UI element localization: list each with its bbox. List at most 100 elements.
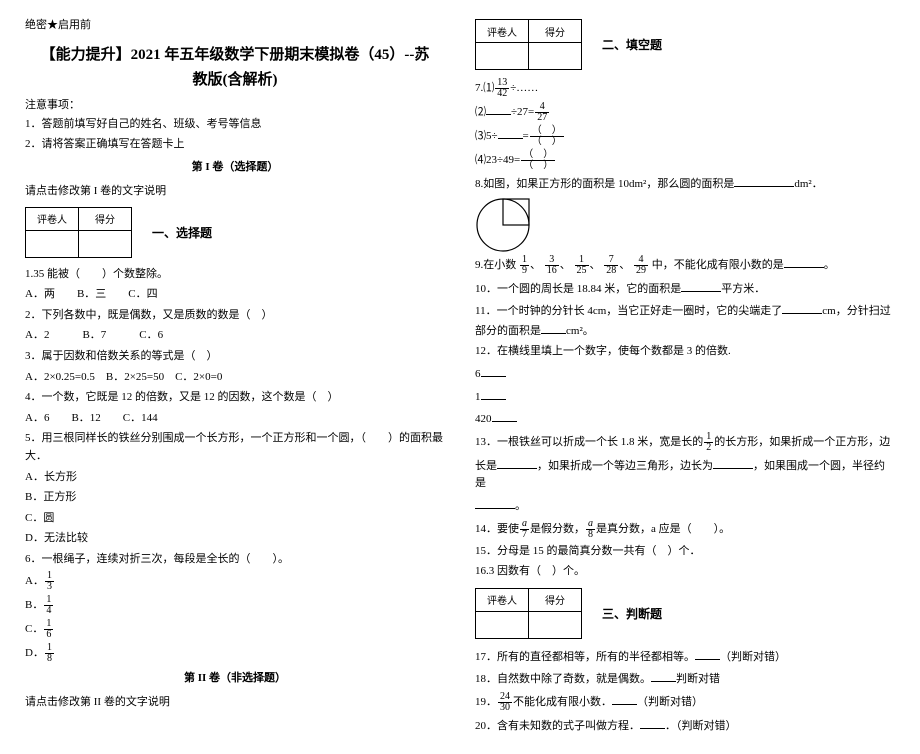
q17-text: 17．所有的直径都相等，所有的半径都相等。 [475,651,695,663]
q7b-text: ÷27= [511,106,534,118]
score-row-3: 评卷人得分 三、判断题 [475,584,895,643]
blank [681,279,721,292]
q18-text: 18．自然数中除了奇数，就是偶数。 [475,673,651,685]
blank [782,301,822,314]
frac-num: 7 [604,255,618,266]
frac-den: 16 [545,266,559,276]
q10-unit: 平方米． [721,283,765,295]
q13f: 。 [515,500,526,512]
score-th-reviewer: 评卷人 [476,20,529,43]
notice-1: 1．答题前填写好自己的姓名、班级、考号等信息 [25,116,445,134]
score-cell [529,611,582,638]
frac-den: 28 [604,266,618,276]
q20-judge: ．（判断对错） [665,720,737,732]
q20-text: 20．含有未知数的式子叫做方程． [475,720,640,732]
q11: 11．一个时钟的分针长 4cm，当它正好走一圈时，它的尖端走了cm，分针扫过部分… [475,301,895,340]
score-cell [476,43,529,70]
q18-judge: 判断对错 [676,673,720,685]
q7c-label: ⑶5÷ [475,130,498,142]
q4: 4．一个数，它既是 12 的倍数，又是 12 的因数，这个数是（ ） [25,389,445,407]
confidential: 绝密★启用前 [25,17,445,35]
score-row-2: 评卷人得分 二、填空题 [475,15,895,74]
q13-line3: 。 [475,496,895,516]
blank [541,321,566,334]
q1: 1.35 能被（ ）个数整除。 [25,266,445,284]
part1-note: 请点击修改第 I 卷的文字说明 [25,183,445,201]
part1-header: 第 I 卷（选择题） [25,159,445,177]
q9-end: 。 [824,259,835,271]
q18: 18．自然数中除了奇数，就是偶数。 判断对错 [475,669,895,689]
frac-den: （ ） [521,161,555,171]
blank [734,174,794,187]
q14: 14．要使a7是假分数，a8是真分数，a 应是（ ）。 [475,519,895,540]
frac-num: 24 [498,692,512,703]
q9-mid: 中，不能化成有限小数的是 [652,259,784,271]
q14b: 是假分数， [530,523,585,535]
q6d-label: D． [25,648,44,660]
q9-text: 9.在小数 [475,259,516,271]
score-th-reviewer: 评卷人 [476,588,529,611]
q12c-text: 420 [475,413,492,425]
q5c: C．圆 [25,510,445,528]
q6d: D．18 [25,643,445,664]
circle-square-diagram [475,197,535,252]
q13-line2: 长是，如果折成一个等边三角形，边长为，如果围成一个圆，半径约是 [475,456,895,493]
q8-unit: dm²． [794,178,822,190]
frac-num: a [586,519,595,530]
blank [481,364,506,377]
q17-judge: （判断对错） [720,651,786,663]
q8: 8.如图，如果正方形的面积是 10dm²，那么圆的面积是dm²． [475,174,895,194]
blank [640,716,665,729]
q13: 13．一根铁丝可以折成一个长 1.8 米，宽是长的12的长方形，如果折成一个正方… [475,432,895,453]
score-th-score: 得分 [529,588,582,611]
notice-label: 注意事项： [25,97,445,115]
frac-num: 4 [634,255,648,266]
q12: 12．在横线里填上一个数字，使每个数都是 3 的倍数. [475,343,895,361]
q12c: 420 [475,409,895,429]
exam-subtitle: 教版(含解析) [25,68,445,89]
frac-den: 7 [520,530,529,540]
q4-opts: A．6 B．12 C．144 [25,410,445,428]
q9: 9.在小数 19、 316、 125、 728、 429 中，不能化成有限小数的… [475,255,895,276]
score-cell [529,43,582,70]
q12b: 1 [475,387,895,407]
frac-den: 42 [495,89,509,99]
blank [498,126,523,139]
section1-label: 一、选择题 [152,224,212,241]
q6b: B．14 [25,595,445,616]
score-cell [26,230,79,257]
q14c: 是真分数，a 应是（ ）。 [596,523,730,535]
q7c: ⑶5÷=（ ）（ ） [475,126,895,147]
score-th-score: 得分 [529,20,582,43]
q13a: 13．一根铁丝可以折成一个长 1.8 米，宽是长的 [475,436,703,448]
q6b-label: B． [25,600,43,612]
score-th-reviewer: 评卷人 [26,207,79,230]
q6a: A．13 [25,571,445,592]
q6c: C．16 [25,619,445,640]
q7-end: ÷…… [510,82,538,94]
q7b: ⑵÷27=427 [475,102,895,123]
q1-opts: A．两 B．三 C．四 [25,286,445,304]
frac-num: a [520,519,529,530]
frac-den: 4 [44,606,53,616]
notice-2: 2．请将答案正确填写在答题卡上 [25,136,445,154]
blank [481,387,506,400]
blank [784,255,824,268]
blank [486,102,511,115]
score-table-3: 评卷人得分 [475,588,582,639]
frac-num: 1 [575,255,589,266]
frac-den: 8 [586,530,595,540]
q19b: 不能化成有限小数． [513,696,612,708]
section2-label: 二、填空题 [602,36,662,53]
q5: 5．用三根同样长的铁丝分别围成一个长方形，一个正方形和一个圆，（ ）的面积最大． [25,430,445,465]
q2-opts: A．2 B．7 C．6 [25,327,445,345]
q5d: D．无法比较 [25,530,445,548]
q3-opts: A．2×0.25=0.5 B．2×25=50 C．2×0=0 [25,369,445,387]
frac-den: 6 [44,630,53,640]
q7a: 7.⑴1342÷…… [475,78,895,99]
q13d: ，如果折成一个等边三角形，边长为 [537,460,713,472]
q13b: 的长方形，如果折成一个正方形，边 [714,436,890,448]
q11-unit: cm²。 [566,325,594,337]
frac-den: 29 [634,266,648,276]
q19a: 19． [475,696,497,708]
